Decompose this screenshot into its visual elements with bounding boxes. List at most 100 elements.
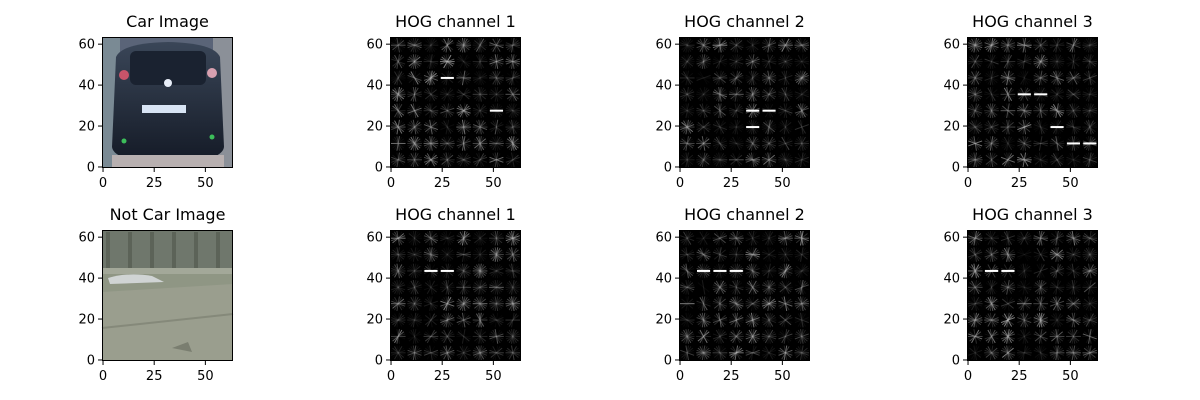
hog-stroke <box>1006 230 1010 246</box>
hog-stroke <box>973 345 977 361</box>
hog-stroke <box>1088 54 1092 69</box>
hog-stroke <box>456 156 471 163</box>
hog-stroke <box>987 87 996 101</box>
hog-stroke <box>764 71 774 85</box>
hog-stroke <box>1069 247 1078 262</box>
hog-stroke <box>685 103 689 119</box>
hog-stroke <box>681 249 694 260</box>
hog-stroke <box>490 233 503 244</box>
hog-stroke <box>781 87 790 101</box>
hog-stroke <box>1071 279 1076 295</box>
hog-stroke <box>781 297 790 311</box>
hog-stroke <box>989 345 994 361</box>
hog-stroke <box>1055 86 1059 102</box>
hog-stroke <box>987 346 996 360</box>
hog-stroke <box>472 156 488 163</box>
hog-stroke <box>748 38 757 52</box>
hog-stroke <box>781 247 790 262</box>
hog-stroke <box>492 231 501 245</box>
hog-stroke <box>1036 247 1045 262</box>
hog-stroke <box>748 280 757 294</box>
hog-stroke <box>426 280 436 294</box>
hog-stroke <box>779 89 792 100</box>
hog-stroke <box>474 121 487 133</box>
hog-stroke <box>681 89 694 100</box>
hog-stroke <box>800 54 804 69</box>
hog-stroke <box>424 331 437 342</box>
hog-stroke <box>761 42 777 49</box>
hog-stroke <box>696 333 711 340</box>
hog-stroke <box>713 282 726 293</box>
hog-stroke <box>968 107 983 114</box>
hog-stroke <box>461 345 466 361</box>
hog-stroke <box>1020 231 1029 245</box>
hog-stroke <box>1038 230 1043 246</box>
hog-stroke <box>989 312 994 328</box>
hog-stroke <box>1067 89 1080 100</box>
hog-stroke <box>456 300 471 307</box>
hog-stroke <box>1033 251 1048 258</box>
hog-stroke <box>1055 152 1059 168</box>
hog-stroke <box>511 279 515 295</box>
hog-stroke <box>472 349 488 356</box>
hog-stroke <box>781 136 790 151</box>
hog-stroke <box>696 317 711 324</box>
hog-stroke <box>985 249 998 260</box>
hog-stroke <box>440 91 455 98</box>
hog-stroke <box>412 279 417 295</box>
y-tick-label: 0 <box>664 353 672 368</box>
hog-stroke <box>407 91 422 98</box>
hog-stroke <box>1022 103 1027 119</box>
hog-stroke <box>795 154 808 165</box>
hog-stroke <box>490 89 503 100</box>
hog-stroke <box>778 349 793 356</box>
hog-stroke <box>763 89 776 100</box>
hog-stroke <box>781 313 790 327</box>
hog-stroke <box>1088 279 1092 295</box>
hog-stroke <box>734 279 739 295</box>
hog-stroke <box>489 300 504 307</box>
hog-stroke <box>489 333 504 340</box>
x-tick-label: 50 <box>197 369 214 384</box>
axes-frame <box>390 230 521 361</box>
hog-stroke <box>1006 247 1010 262</box>
hog-stroke <box>763 331 776 342</box>
hog-stroke <box>423 107 439 114</box>
hog-stroke <box>1006 230 1010 246</box>
hog-stroke <box>1071 54 1076 69</box>
hog-stroke <box>1085 153 1094 167</box>
hog-stroke <box>1066 107 1081 114</box>
hog-stroke <box>971 153 980 167</box>
hog-stroke <box>985 249 998 260</box>
hog-stroke <box>761 267 777 274</box>
hog-stroke <box>750 296 755 312</box>
hog-stroke <box>683 54 692 69</box>
hog-stroke <box>459 153 468 167</box>
hog-stroke <box>1066 349 1081 356</box>
hog-stroke <box>1022 136 1027 151</box>
hog-stroke <box>685 70 689 86</box>
hog-stroke <box>715 346 725 360</box>
hog-stroke <box>474 138 487 149</box>
hog-stroke <box>1069 71 1078 85</box>
hog-stroke <box>1052 54 1062 69</box>
hog-stroke <box>1006 136 1010 151</box>
hog-stroke <box>1003 231 1013 245</box>
hog-stroke <box>712 124 728 131</box>
hog-stroke <box>680 251 695 258</box>
hog-stroke <box>1067 40 1080 51</box>
hog-stroke <box>712 58 728 65</box>
hog-stroke <box>1071 86 1076 102</box>
hog-stroke <box>408 40 421 51</box>
hog-stroke <box>508 264 517 278</box>
hog-stroke <box>1069 231 1078 245</box>
hog-stroke <box>761 251 777 258</box>
hog-stroke <box>1018 298 1031 309</box>
hog-stroke <box>1052 346 1062 360</box>
hog-stroke <box>779 282 792 293</box>
hog-stroke <box>750 296 755 312</box>
hog-stroke <box>701 279 706 295</box>
hog-stroke <box>440 317 455 324</box>
hog-stroke <box>778 284 793 291</box>
hog-stroke <box>407 300 422 307</box>
